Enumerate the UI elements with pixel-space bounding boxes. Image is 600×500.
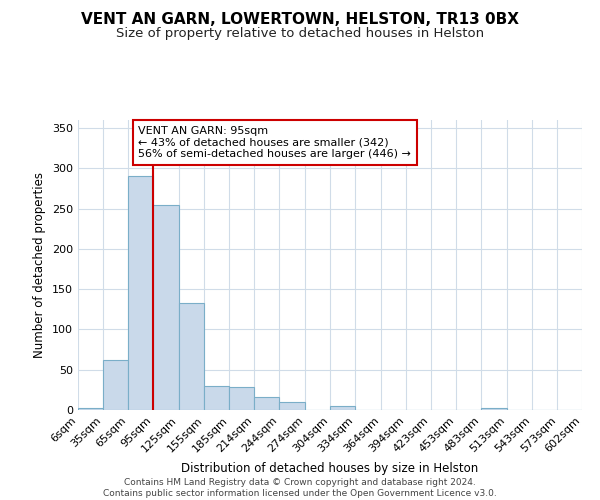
Bar [279,402,305,410]
Text: Contains HM Land Registry data © Crown copyright and database right 2024.
Contai: Contains HM Land Registry data © Crown c… [103,478,497,498]
Bar [229,386,254,410]
Bar [330,406,355,410]
Bar [128,176,153,410]
Bar [103,360,128,410]
Text: VENT AN GARN, LOWERTOWN, HELSTON, TR13 0BX: VENT AN GARN, LOWERTOWN, HELSTON, TR13 0… [81,12,519,28]
Bar [204,386,229,410]
Y-axis label: Number of detached properties: Number of detached properties [34,172,46,358]
Bar [481,408,507,410]
X-axis label: Distribution of detached houses by size in Helston: Distribution of detached houses by size … [181,462,479,475]
Bar [153,206,179,410]
Text: Size of property relative to detached houses in Helston: Size of property relative to detached ho… [116,28,484,40]
Bar [179,303,204,410]
Text: VENT AN GARN: 95sqm
← 43% of detached houses are smaller (342)
56% of semi-detac: VENT AN GARN: 95sqm ← 43% of detached ho… [139,126,412,159]
Bar [254,397,279,410]
Bar [78,408,103,410]
